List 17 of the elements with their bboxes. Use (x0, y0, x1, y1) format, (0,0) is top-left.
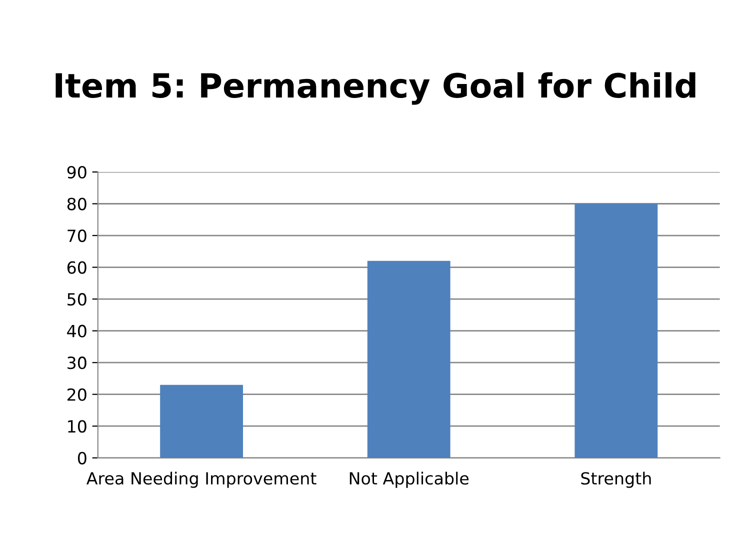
y-tick-label: 10 (68, 420, 86, 433)
bar (574, 204, 658, 458)
x-tick-label: Area Needing Improvement (86, 472, 316, 488)
x-tick-label: Not Applicable (350, 472, 469, 488)
chart-title: Item 5: Permanency Goal for Child (56, 72, 696, 105)
y-tick-label: 40 (67, 324, 86, 338)
bar (367, 260, 450, 458)
x-tick-label: Strength (581, 472, 651, 488)
y-tick-label: 30 (68, 356, 86, 370)
bar (160, 384, 244, 458)
y-tick-label: 20 (67, 388, 86, 401)
y-tick-label: 80 (67, 198, 86, 210)
y-tick-label: 50 (68, 293, 86, 306)
y-tick-label: 90 (67, 166, 86, 179)
y-tick-label: 60 (67, 261, 86, 274)
y-tick-label: 70 (68, 229, 86, 242)
y-tick-label: 0 (78, 452, 86, 464)
